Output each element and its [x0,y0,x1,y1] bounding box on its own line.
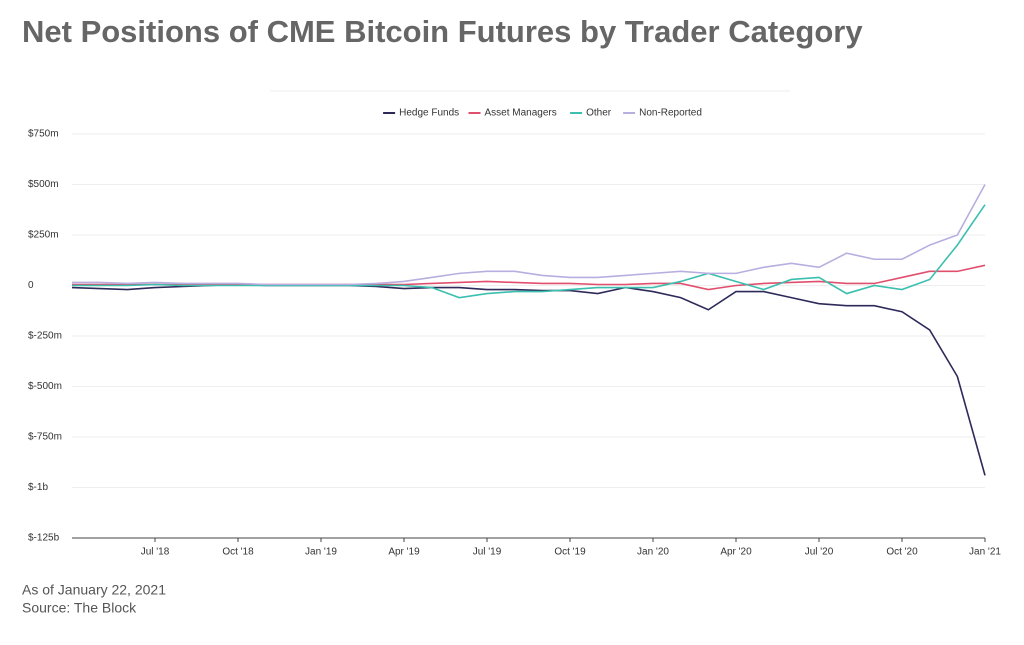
y-tick-label: $-1b [28,482,48,493]
x-tick-label: Jan '21 [969,547,1001,558]
y-tick-label: $750m [28,129,59,140]
legend-label: Asset Managers [485,108,557,119]
y-tick-label: $-125b [28,533,60,544]
y-tick-label: $500m [28,179,59,190]
x-tick-label: Jul '18 [141,547,170,558]
x-tick-label: Jul '19 [473,547,502,558]
x-tick-label: Apr '19 [388,547,420,558]
x-tick-label: Oct '18 [222,547,254,558]
legend-label: Non-Reported [639,108,702,119]
x-tick-label: Oct '19 [554,547,586,558]
y-tick-label: 0 [28,280,34,291]
y-tick-label: $-750m [28,432,62,443]
series-line [72,264,986,291]
series-line [72,204,986,299]
x-tick-label: Jan '20 [637,547,669,558]
x-tick-label: Apr '20 [720,547,752,558]
x-tick-label: Jan '19 [305,547,337,558]
legend-label: Other [586,108,612,119]
y-tick-label: $-500m [28,381,62,392]
legend-label: Hedge Funds [399,108,459,119]
chart-title: Net Positions of CME Bitcoin Futures by … [22,14,863,49]
note: Source: The Block [22,600,137,616]
y-tick-label: $250m [28,230,59,241]
series-line [72,184,986,286]
note: As of January 22, 2021 [22,582,166,598]
x-tick-label: Jul '20 [805,547,834,558]
series-line [71,283,986,476]
y-tick-label: $-250m [28,331,62,342]
x-tick-label: Oct '20 [886,547,918,558]
